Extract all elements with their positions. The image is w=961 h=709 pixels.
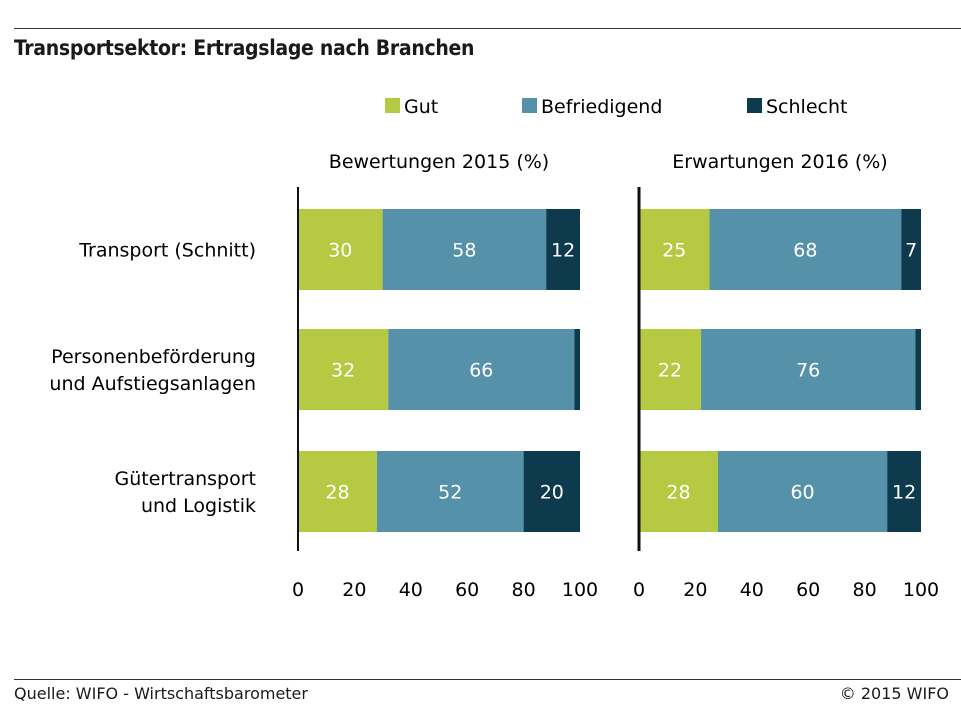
data-label: 25 [662,240,686,262]
category-label: Gütertransport [114,468,256,490]
legend-label-gut: Gut [404,96,438,118]
bar-segment-schlecht [887,451,921,532]
bar-segment-schlecht [523,451,580,532]
legend-swatch-befriedigend [522,98,537,113]
data-label: 22 [658,360,682,382]
bar-segment-schlecht [574,329,580,410]
bar-segment-gut [298,451,377,532]
bar-segment-befriedigend [382,209,547,290]
bar-segment-befriedigend [717,451,888,532]
x-tick-label: 20 [683,579,707,601]
data-label: 52 [438,482,462,504]
category-labels: Transport (Schnitt) Personenbeförderung un… [49,240,256,518]
bottom-rule [14,679,961,680]
x-tick-label: 0 [292,579,304,601]
data-label: 60 [790,482,814,504]
bar-segment-befriedigend [376,451,524,532]
data-label: 76 [796,360,820,382]
bar-segment-gut [639,209,710,290]
top-rule [14,28,961,29]
x-tick-label: 100 [903,579,939,601]
panel-1: Bewertungen 2015 (%) 30 58 12 32 66 28 52 20 0 20 4… [292,151,598,601]
source-note: Quelle: WIFO - Wirtschaftsbarometer [14,684,308,703]
data-label: 68 [793,240,817,262]
data-label: 12 [892,482,916,504]
bar-segment-gut [298,209,383,290]
x-tick-label: 40 [740,579,764,601]
panel-title: Erwartungen 2016 (%) [672,151,887,173]
bar-segment-schlecht [915,329,921,410]
data-label: 32 [331,360,355,382]
bar-segment-befriedigend [388,329,575,410]
data-label: 7 [905,240,917,262]
x-tick-label: 80 [512,579,536,601]
panel-2: Erwartungen 2016 (%) 25 68 7 22 76 28 60 12 0 20 40… [633,151,939,601]
category-label: Personenbeförderung [51,346,256,368]
legend-label-befriedigend: Befriedigend [541,96,662,118]
bar-segment-gut [639,451,718,532]
legend-swatch-gut [385,98,400,113]
category-label: und Aufstiegsanlagen [49,373,256,395]
category-label: und Logistik [141,495,256,517]
chart-title: Transportsektor: Ertragslage nach Branch… [14,36,475,60]
data-label: 30 [328,240,352,262]
data-label: 20 [540,482,564,504]
data-label: 66 [469,360,493,382]
x-tick-label: 0 [633,579,645,601]
x-tick-label: 20 [342,579,366,601]
legend-label-schlecht: Schlecht [766,96,847,118]
x-tick-label: 40 [399,579,423,601]
x-tick-label: 100 [562,579,598,601]
copyright-note: © 2015 WIFO [839,684,949,703]
bar-segment-gut [639,329,702,410]
data-label: 28 [325,482,349,504]
bar-segment-gut [298,329,389,410]
bar-segment-befriedigend [709,209,902,290]
chart-panels: Bewertungen 2015 (%) 30 58 12 32 66 28 52 20 0 20 4… [292,151,939,601]
chart-legend: Gut Befriedigend Schlecht [385,96,847,118]
category-label: Transport (Schnitt) [78,240,256,262]
bar-segment-befriedigend [701,329,916,410]
data-label: 12 [551,240,575,262]
bar-segment-schlecht [546,209,580,290]
x-tick-label: 60 [796,579,820,601]
x-tick-label: 60 [455,579,479,601]
legend-swatch-schlecht [747,98,762,113]
bar-segment-schlecht [901,209,921,290]
panel-title: Bewertungen 2015 (%) [329,151,549,173]
data-label: 58 [452,240,476,262]
x-tick-label: 80 [853,579,877,601]
data-label: 28 [666,482,690,504]
